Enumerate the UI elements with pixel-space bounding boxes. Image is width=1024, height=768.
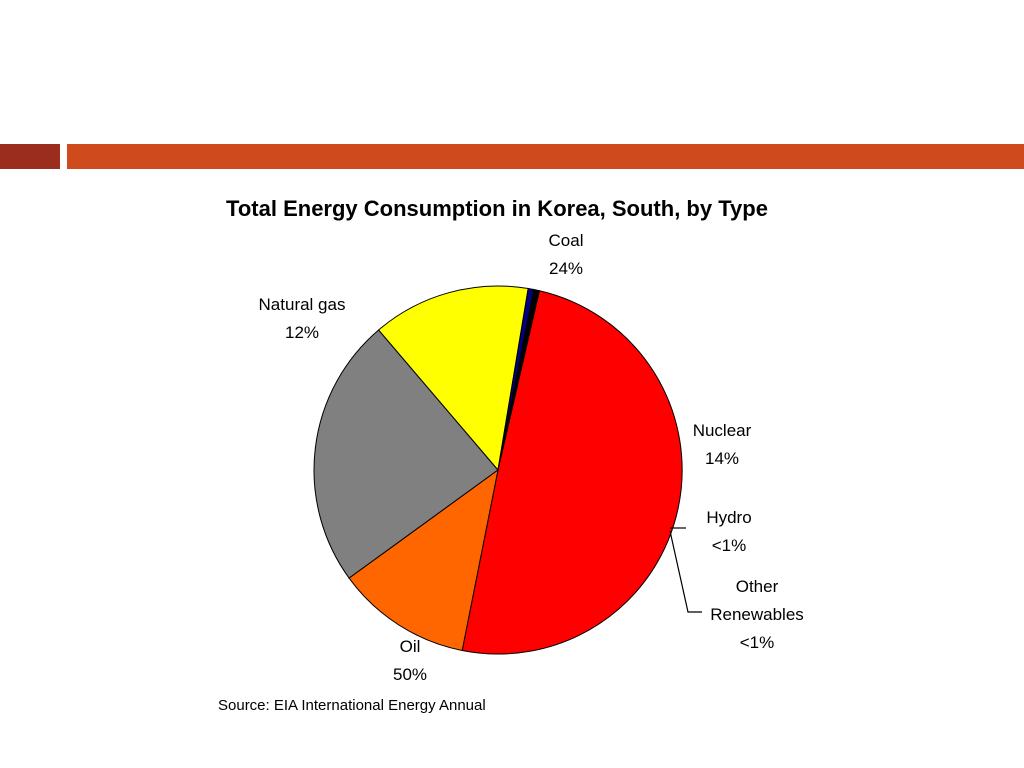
- leader-lines: [669, 527, 702, 613]
- pie-slices: [313, 285, 683, 655]
- slice-labels: Coal 24% Nuclear 14% Hydro <1% Other Renewables…: [259, 231, 804, 684]
- slice-label-other: Other Renewables <1%: [710, 577, 804, 652]
- slice-label-coal: Coal 24%: [549, 231, 584, 278]
- slide-accent-bar-right: [67, 144, 1024, 169]
- pie-slice-natural-gas: [348, 468, 499, 652]
- slice-label-natural-gas: Natural gas 12%: [259, 295, 346, 342]
- chart-title: Total Energy Consumption in Korea, South…: [226, 196, 768, 221]
- slide-accent-bar-left: [0, 144, 60, 169]
- pie-slice-coal: [313, 329, 499, 579]
- slice-label-nuclear: Nuclear 14%: [693, 421, 752, 468]
- pie-slice-oil: [461, 290, 683, 655]
- slice-label-oil: Oil 50%: [393, 637, 427, 684]
- pie-slice-nuclear: [377, 285, 529, 472]
- slice-label-hydro: Hydro <1%: [706, 508, 751, 555]
- leader-line-other: [669, 530, 702, 613]
- source-note: Source: EIA International Energy Annual: [218, 697, 486, 714]
